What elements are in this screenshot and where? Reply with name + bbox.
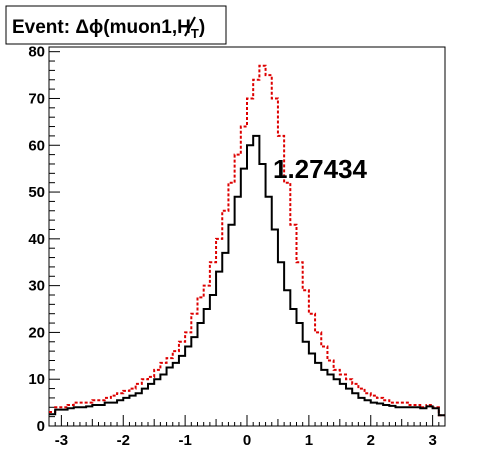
x-tick-label: -3: [55, 432, 68, 449]
x-tick-label: -1: [178, 432, 191, 449]
y-tick-label: 70: [28, 90, 45, 107]
x-tick-label: 0: [243, 432, 251, 449]
series-dashed-line: [49, 64, 445, 417]
y-tick-label: 40: [28, 231, 45, 248]
chart-title: Event: Δϕ(muon1,HT): [12, 17, 205, 41]
x-tick-label: -2: [117, 432, 130, 449]
y-tick-label: 30: [28, 278, 45, 295]
x-tick-label: 3: [428, 432, 436, 449]
annotation-value: 1.27434: [273, 154, 368, 184]
x-tick-label: 2: [367, 432, 375, 449]
series-solid-line: [49, 134, 445, 417]
y-tick-label: 50: [28, 184, 45, 201]
y-tick-label: 20: [28, 324, 45, 341]
title-box: Event: Δϕ(muon1,HT): [5, 5, 227, 45]
y-tick-label: 60: [28, 137, 45, 154]
x-axis: -3 -2 -1 0 1 2 3: [48, 415, 446, 449]
y-tick-label: 80: [28, 44, 45, 61]
x-tick-label: 1: [305, 432, 313, 449]
missing-ht-slash: [184, 16, 196, 37]
y-tick-label: 10: [28, 371, 45, 388]
y-tick-label: 0: [37, 418, 45, 435]
series-layer: [49, 64, 445, 417]
y-axis: 0 10 20 30 40 50 60 70 80: [28, 44, 60, 435]
